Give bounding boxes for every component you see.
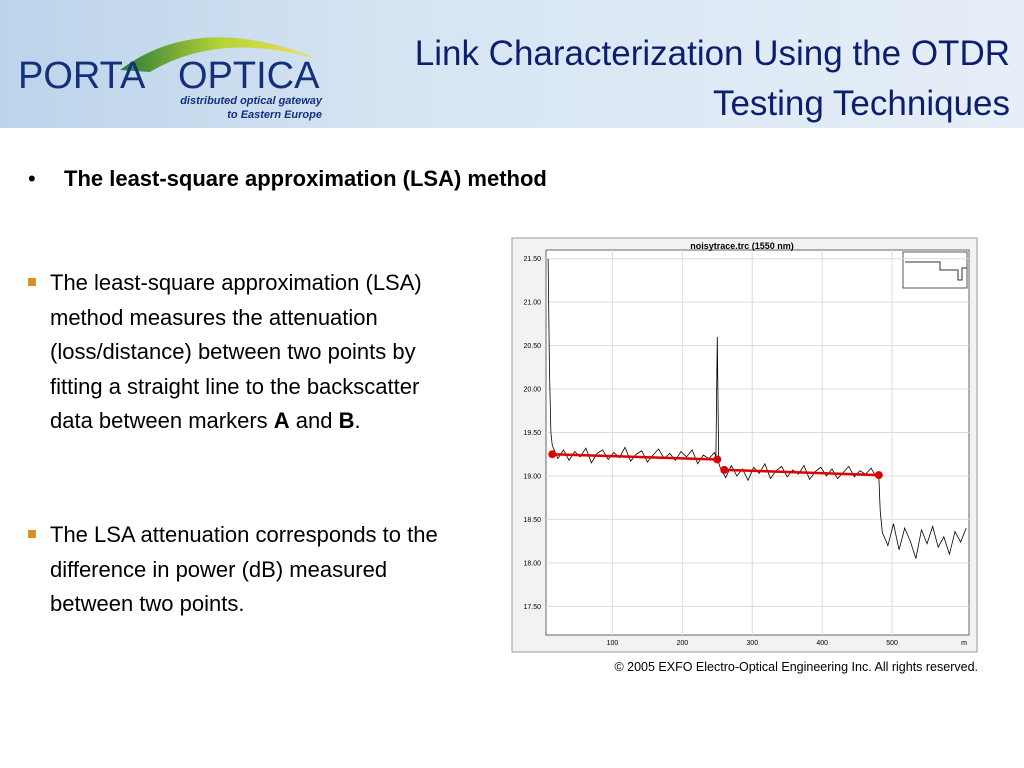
logo-name-right: OPTICA	[178, 55, 320, 97]
text: The least-square approximation (LSA) met…	[50, 270, 422, 433]
marker-a: A	[273, 408, 290, 433]
logo-name-left: PORTA	[18, 55, 146, 97]
text: .	[354, 408, 361, 433]
y-tick-label: 21.00	[523, 300, 541, 307]
overview-trace	[905, 261, 967, 281]
y-tick-label: 18.50	[523, 517, 541, 524]
y-tick-label: 17.50	[523, 604, 541, 611]
lsa-line	[552, 452, 718, 461]
x-tick-label: 500	[886, 640, 898, 647]
lsa-marker	[720, 465, 729, 474]
x-tick-label: 400	[816, 640, 828, 647]
copyright: © 2005 EXFO Electro-Optical Engineering …	[614, 660, 978, 674]
slide-title: Testing Techniques	[712, 84, 1010, 123]
lsa-marker	[874, 471, 883, 480]
lsa-marker	[713, 455, 722, 464]
logo-swoosh	[120, 37, 320, 72]
plot-area	[545, 249, 970, 636]
y-tick-label: 21.50	[523, 256, 541, 263]
heading: The least-square approximation (LSA) met…	[64, 166, 547, 191]
y-tick-label: 19.50	[523, 430, 541, 437]
bullet-dot: •	[28, 166, 36, 191]
trace	[547, 258, 967, 559]
bullet-text: The least-square approximation (LSA) met…	[50, 266, 460, 439]
bullet-square	[28, 278, 36, 286]
x-axis-label: m	[961, 640, 967, 647]
y-tick-label: 19.00	[523, 473, 541, 480]
x-tick-label: 200	[676, 640, 688, 647]
chart-title: noisytrace.trc (1550 nm)	[690, 241, 794, 251]
text: and	[289, 408, 339, 433]
x-tick-label: 100	[607, 640, 619, 647]
lsa-marker	[548, 450, 557, 459]
bullet-square	[28, 530, 36, 538]
y-tick-label: 18.00	[523, 560, 541, 567]
slide-title: Link Characterization Using the OTDR	[414, 34, 1010, 73]
y-tick-label: 20.00	[523, 387, 541, 394]
lsa-line	[724, 468, 879, 477]
y-tick-label: 20.50	[523, 343, 541, 350]
bullet-text: The LSA attenuation corresponds to the d…	[50, 522, 438, 616]
logo-tagline: distributed optical gateway	[180, 95, 323, 107]
logo-tagline: to Eastern Europe	[227, 109, 322, 121]
header-band	[0, 0, 1024, 128]
x-tick-label: 300	[746, 640, 758, 647]
marker-b: B	[338, 408, 355, 433]
logo: PORTA OPTICA distributed optical gateway…	[18, 37, 323, 121]
